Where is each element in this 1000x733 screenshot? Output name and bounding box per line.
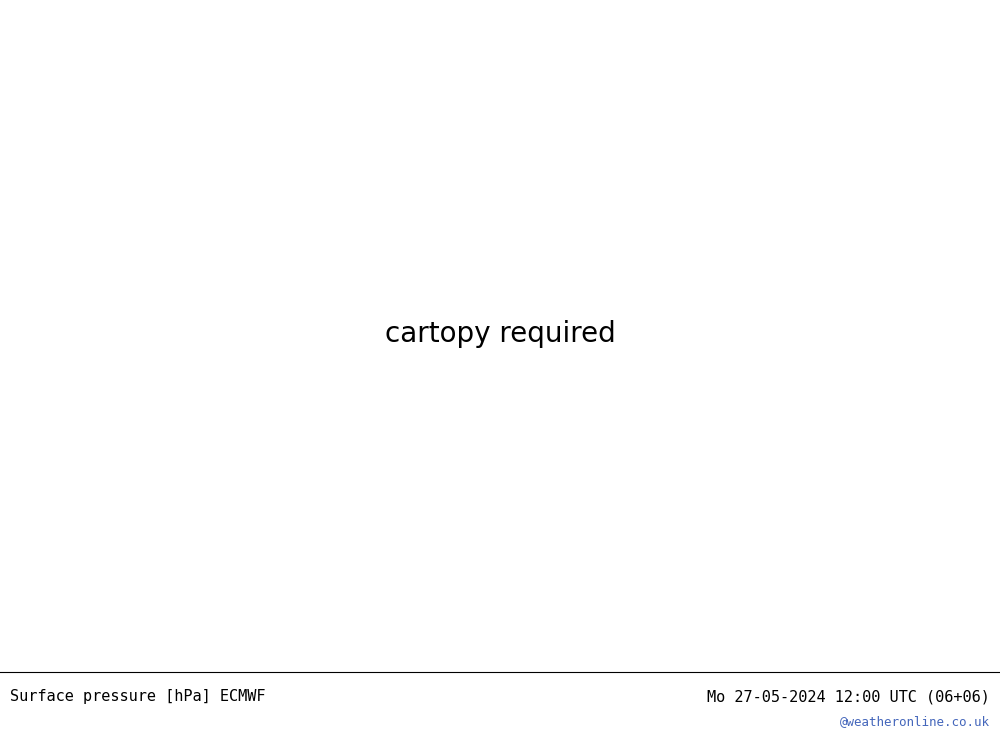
Text: Mo 27-05-2024 12:00 UTC (06+06): Mo 27-05-2024 12:00 UTC (06+06): [707, 689, 990, 704]
Text: cartopy required: cartopy required: [385, 320, 615, 347]
Text: Surface pressure [hPa] ECMWF: Surface pressure [hPa] ECMWF: [10, 689, 266, 704]
Text: @weatheronline.co.uk: @weatheronline.co.uk: [840, 715, 990, 728]
